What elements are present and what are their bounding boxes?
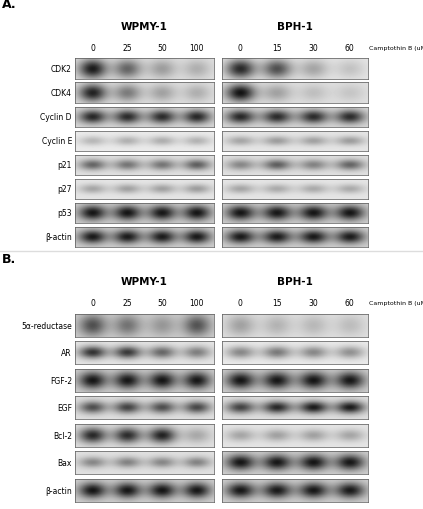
Text: 25: 25 bbox=[122, 299, 132, 307]
Text: 5α-reductase: 5α-reductase bbox=[21, 321, 72, 330]
Text: 100: 100 bbox=[189, 299, 203, 307]
Text: Camptothin B (uM): Camptothin B (uM) bbox=[369, 301, 423, 305]
Text: p53: p53 bbox=[57, 209, 72, 218]
Text: 25: 25 bbox=[122, 44, 132, 53]
Text: BPH-1: BPH-1 bbox=[277, 22, 313, 33]
Text: Cyclin D: Cyclin D bbox=[41, 113, 72, 122]
Text: WPMY-1: WPMY-1 bbox=[121, 22, 168, 33]
Text: 15: 15 bbox=[272, 44, 282, 53]
Text: CDK4: CDK4 bbox=[51, 89, 72, 98]
Text: β-actin: β-actin bbox=[45, 233, 72, 242]
Text: EGF: EGF bbox=[57, 404, 72, 412]
Text: BPH-1: BPH-1 bbox=[277, 277, 313, 287]
Text: 50: 50 bbox=[157, 44, 167, 53]
Text: 30: 30 bbox=[308, 44, 318, 53]
Text: A.: A. bbox=[2, 0, 17, 11]
Text: 60: 60 bbox=[345, 44, 354, 53]
Text: 0: 0 bbox=[238, 44, 243, 53]
Text: B.: B. bbox=[2, 252, 16, 266]
Text: Bcl-2: Bcl-2 bbox=[53, 431, 72, 440]
Text: 0: 0 bbox=[238, 299, 243, 307]
Text: WPMY-1: WPMY-1 bbox=[121, 277, 168, 287]
Text: β-actin: β-actin bbox=[45, 486, 72, 495]
Text: 0: 0 bbox=[90, 299, 95, 307]
Text: 50: 50 bbox=[157, 299, 167, 307]
Text: Cyclin E: Cyclin E bbox=[41, 137, 72, 146]
Text: 100: 100 bbox=[189, 44, 203, 53]
Text: 30: 30 bbox=[308, 299, 318, 307]
Text: Camptothin B (uM): Camptothin B (uM) bbox=[369, 46, 423, 51]
Text: 15: 15 bbox=[272, 299, 282, 307]
Text: 0: 0 bbox=[90, 44, 95, 53]
Text: FGF-2: FGF-2 bbox=[50, 376, 72, 385]
Text: 60: 60 bbox=[345, 299, 354, 307]
Text: p27: p27 bbox=[58, 185, 72, 194]
Text: p21: p21 bbox=[58, 161, 72, 170]
Text: AR: AR bbox=[61, 349, 72, 357]
Text: Bax: Bax bbox=[58, 458, 72, 467]
Text: CDK2: CDK2 bbox=[51, 65, 72, 74]
